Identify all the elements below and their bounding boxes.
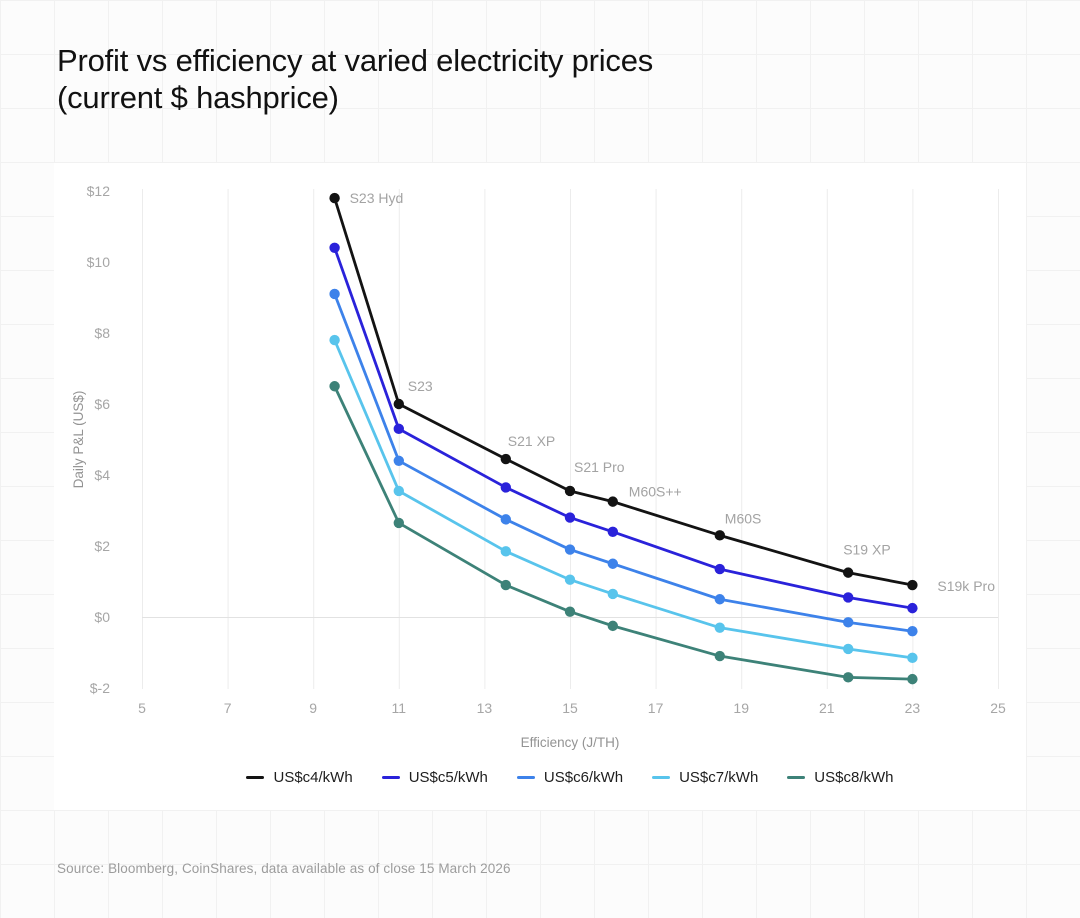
data-point-us-c7-kwh-15 bbox=[564, 574, 576, 585]
legend-label: US$c8/kWh bbox=[814, 768, 894, 786]
data-point-us-c8-kwh-18.5 bbox=[714, 650, 725, 662]
x-tick-label-15: 15 bbox=[562, 700, 578, 716]
legend-label: US$c7/kWh bbox=[679, 768, 759, 786]
data-point-us-c4-kwh-21.5 bbox=[843, 567, 854, 578]
point-label-s19k-pro: S19k Pro bbox=[937, 578, 995, 594]
data-point-us-c8-kwh-21.5 bbox=[843, 672, 854, 683]
data-point-us-c8-kwh-11 bbox=[393, 517, 404, 529]
y-axis-title: Daily P&L (US$) bbox=[71, 391, 86, 489]
data-point-us-c4-kwh-18.5 bbox=[714, 530, 725, 541]
data-point-us-c4-kwh-13.5 bbox=[500, 453, 511, 465]
data-point-us-c7-kwh-13.5 bbox=[500, 546, 511, 557]
legend-dash-icon bbox=[516, 775, 535, 779]
data-point-us-c6-kwh-9.5 bbox=[329, 288, 340, 300]
data-point-us-c7-kwh-9.5 bbox=[329, 334, 340, 346]
legend-dash-icon bbox=[652, 775, 671, 779]
legend-dash-icon bbox=[246, 775, 265, 779]
x-tick-label-23: 23 bbox=[905, 700, 921, 716]
series-line-us-c4-kwh bbox=[333, 196, 914, 587]
profit-vs-efficiency-chart: 5 7 9 11 13 15 17 19 21 23 25 $12 $10 $8 $6 $4 $2 $0 $-2 Da… bbox=[71, 183, 1006, 750]
point-label-m60s: M60S bbox=[725, 510, 762, 526]
data-point-us-c4-kwh-23 bbox=[907, 579, 918, 591]
data-point-us-c6-kwh-21.5 bbox=[843, 617, 854, 628]
point-label-s21-xp: S21 XP bbox=[508, 433, 555, 449]
chart-legend: US$c4/kWh US$c5/kWh US$c6/kWh US$c7/kWh US$c… bbox=[142, 765, 998, 789]
data-point-us-c5-kwh-11 bbox=[393, 423, 404, 435]
source-note: Source: Bloomberg, CoinShares, data avai… bbox=[57, 861, 511, 876]
data-point-us-c4-kwh-9.5 bbox=[329, 192, 340, 204]
data-point-us-c8-kwh-15 bbox=[564, 606, 576, 617]
legend-label: US$c6/kWh bbox=[543, 768, 624, 786]
series-line-us-c8-kwh bbox=[333, 384, 914, 681]
legend-item-us-c7-kwh: US$c7/kWh bbox=[652, 769, 758, 786]
data-point-us-c7-kwh-18.5 bbox=[714, 622, 725, 633]
data-point-us-c4-kwh-11 bbox=[393, 398, 404, 410]
y-tick-label--2: $-2 bbox=[90, 680, 110, 696]
series-line-us-c5-kwh bbox=[333, 246, 914, 610]
data-point-us-c6-kwh-15 bbox=[564, 544, 576, 555]
x-tick-label-11: 11 bbox=[392, 700, 407, 716]
data-point-us-c5-kwh-16 bbox=[607, 526, 618, 537]
y-tick-label-10: $10 bbox=[87, 254, 111, 270]
legend-dash-icon bbox=[381, 775, 400, 779]
data-point-us-c4-kwh-16 bbox=[607, 496, 618, 507]
page-title: Profit vs efficiency at varied electrici… bbox=[57, 42, 653, 116]
y-tick-label-0: $0 bbox=[94, 609, 110, 625]
point-label-s23: S23 bbox=[408, 378, 433, 394]
data-point-us-c6-kwh-13.5 bbox=[500, 514, 511, 525]
data-point-us-c6-kwh-11 bbox=[393, 455, 404, 466]
data-point-us-c6-kwh-23 bbox=[907, 626, 918, 637]
x-tick-label-17: 17 bbox=[648, 700, 664, 716]
data-point-us-c7-kwh-21.5 bbox=[843, 643, 854, 655]
page-title-line1: Profit vs efficiency at varied electrici… bbox=[57, 43, 654, 78]
legend-label: US$c4/kWh bbox=[273, 768, 353, 786]
x-tick-label-21: 21 bbox=[819, 700, 835, 716]
x-tick-label-5: 5 bbox=[138, 700, 146, 716]
point-label-s21-pro: S21 Pro bbox=[574, 459, 625, 475]
data-point-us-c8-kwh-9.5 bbox=[329, 381, 340, 392]
legend-label: US$c5/kWh bbox=[408, 768, 488, 786]
x-tick-label-9: 9 bbox=[309, 700, 317, 716]
data-point-us-c5-kwh-18.5 bbox=[714, 563, 725, 575]
point-label-m60s: M60S++ bbox=[629, 484, 682, 500]
series-line-us-c6-kwh bbox=[333, 292, 914, 633]
data-point-us-c6-kwh-16 bbox=[607, 558, 618, 569]
x-axis-title: Efficiency (J/TH) bbox=[521, 735, 620, 750]
data-point-us-c5-kwh-23 bbox=[907, 602, 918, 614]
data-point-us-c5-kwh-9.5 bbox=[329, 242, 340, 253]
y-tick-label-6: $6 bbox=[94, 396, 110, 412]
data-point-us-c8-kwh-23 bbox=[907, 673, 918, 685]
legend-item-us-c8-kwh: US$c8/kWh bbox=[787, 768, 894, 786]
y-tick-label-2: $2 bbox=[94, 538, 110, 554]
x-tick-label-19: 19 bbox=[733, 700, 749, 716]
data-point-us-c5-kwh-15 bbox=[564, 512, 576, 523]
data-point-us-c4-kwh-15 bbox=[564, 485, 576, 497]
data-point-us-c8-kwh-13.5 bbox=[500, 579, 511, 591]
legend-item-us-c6-kwh: US$c6/kWh bbox=[516, 768, 624, 786]
y-tick-label-12: $12 bbox=[87, 183, 111, 199]
data-point-us-c5-kwh-13.5 bbox=[500, 482, 511, 493]
legend-item-us-c5-kwh: US$c5/kWh bbox=[381, 768, 488, 786]
point-label-s19-xp: S19 XP bbox=[843, 542, 890, 558]
page-title-line2: (current $ hashprice) bbox=[57, 80, 339, 115]
data-point-us-c8-kwh-16 bbox=[607, 620, 618, 632]
legend-item-us-c4-kwh: US$c4/kWh bbox=[246, 768, 353, 786]
x-tick-label-13: 13 bbox=[477, 700, 493, 716]
y-tick-label-8: $8 bbox=[94, 325, 110, 341]
data-point-us-c6-kwh-18.5 bbox=[714, 594, 725, 605]
point-label-s23-hyd: S23 Hyd bbox=[350, 190, 404, 206]
x-tick-label-7: 7 bbox=[224, 700, 232, 716]
data-point-us-c7-kwh-23 bbox=[907, 652, 918, 664]
y-tick-label-4: $4 bbox=[94, 467, 110, 483]
data-point-us-c7-kwh-11 bbox=[393, 485, 404, 497]
series-line-us-c7-kwh bbox=[333, 338, 914, 660]
legend-dash-icon bbox=[787, 775, 806, 779]
data-point-us-c7-kwh-16 bbox=[607, 588, 618, 600]
x-tick-label-25: 25 bbox=[990, 700, 1006, 716]
chart-card: 5 7 9 11 13 15 17 19 21 23 25 $12 $10 $8 $6 $4 $2 $0 $-2 Da… bbox=[54, 163, 1026, 810]
data-point-us-c5-kwh-21.5 bbox=[843, 592, 854, 603]
